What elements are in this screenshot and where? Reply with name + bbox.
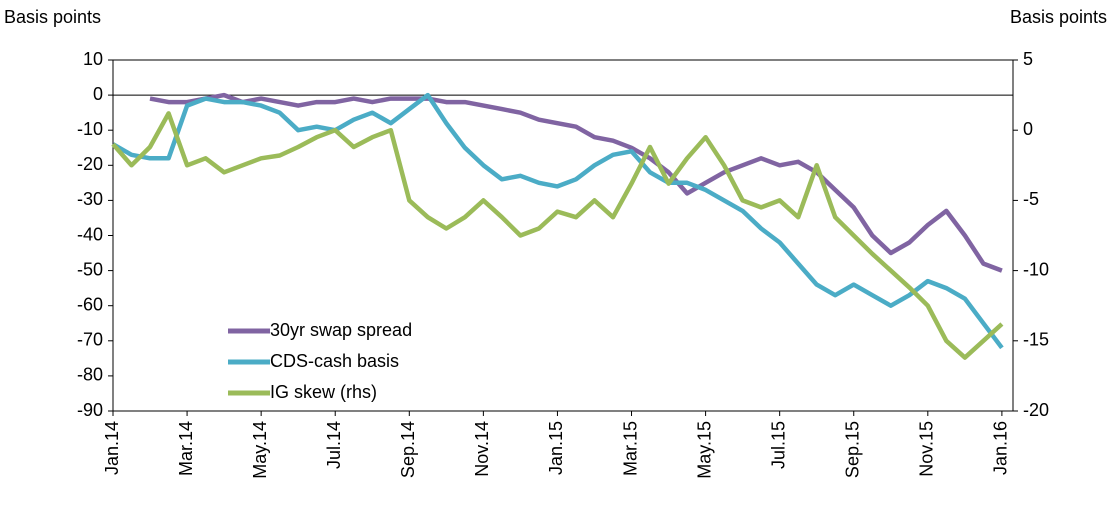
y-tick-label: -90 xyxy=(77,400,103,420)
series-line xyxy=(111,111,1004,360)
x-tick-label: Jan.15 xyxy=(546,421,566,475)
series-line xyxy=(149,92,1003,273)
y-tick-label: -70 xyxy=(77,330,103,350)
y2-tick-label: 5 xyxy=(1023,49,1033,69)
y-tick-label: -40 xyxy=(77,224,103,244)
y-tick-label: -20 xyxy=(77,154,103,174)
y2-axis-label: Basis points xyxy=(1010,7,1107,27)
y-tick-label: -80 xyxy=(77,365,103,385)
x-tick-label: Sep.15 xyxy=(842,421,862,478)
legend-label: CDS-cash basis xyxy=(270,351,399,371)
y-axis-label: Basis points xyxy=(4,7,101,27)
legend-label: 30yr swap spread xyxy=(270,320,412,340)
series-line xyxy=(111,92,1004,350)
y2-tick-label: -5 xyxy=(1023,189,1039,209)
y2-tick-label: -10 xyxy=(1023,259,1049,279)
x-tick-label: May.15 xyxy=(694,421,714,479)
x-tick-label: Nov.14 xyxy=(472,421,492,477)
y2-tick-label: -15 xyxy=(1023,330,1049,350)
x-tick-label: Mar.14 xyxy=(176,421,196,476)
x-tick-label: Mar.15 xyxy=(620,421,640,476)
x-tick-label: Sep.14 xyxy=(398,421,418,478)
y-tick-label: 0 xyxy=(93,84,103,104)
x-tick-label: Jan.14 xyxy=(102,421,122,475)
x-tick-label: Nov.15 xyxy=(917,421,937,477)
legend-label: IG skew (rhs) xyxy=(270,382,377,402)
y-tick-label: -30 xyxy=(77,189,103,209)
y2-tick-label: 0 xyxy=(1023,119,1033,139)
y2-tick-label: -20 xyxy=(1023,400,1049,420)
y-tick-label: -50 xyxy=(77,259,103,279)
plot-frame xyxy=(112,59,1014,412)
x-tick-label: Jul.15 xyxy=(768,421,788,469)
y-tick-label: 10 xyxy=(83,49,103,69)
x-tick-label: Jan.16 xyxy=(991,421,1011,475)
y-tick-label: -10 xyxy=(77,119,103,139)
y-tick-label: -60 xyxy=(77,294,103,314)
x-tick-label: Jul.14 xyxy=(324,421,344,469)
x-tick-label: May.14 xyxy=(250,421,270,479)
